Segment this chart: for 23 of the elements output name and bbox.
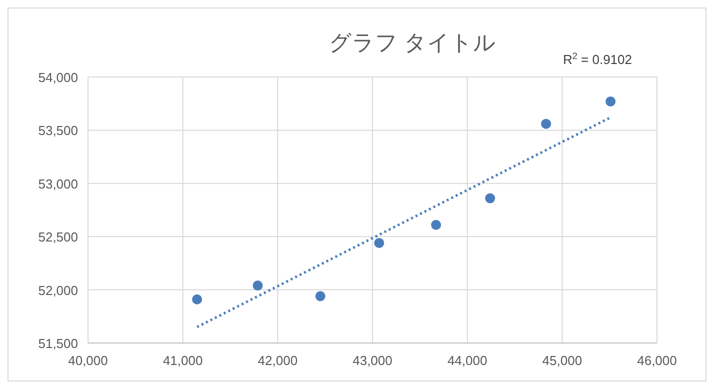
x-tick-label: 44,000: [447, 353, 488, 368]
y-tick-label: 54,000: [38, 70, 78, 85]
y-tick-label: 52,500: [38, 230, 78, 245]
x-tick-label: 45,000: [542, 353, 582, 368]
point: [431, 220, 442, 230]
text: R$^{2}$ = 0.9102: [562, 51, 632, 67]
point: [485, 193, 496, 204]
y-tick-label: 52,000: [38, 282, 78, 298]
point: [315, 291, 326, 302]
point: [192, 294, 202, 304]
y-tick-label: 53,500: [38, 123, 78, 138]
y-tick-label: 51,500: [38, 336, 78, 351]
point: [374, 238, 384, 248]
x-tick-label: 40,000: [68, 353, 108, 368]
point: [252, 280, 263, 291]
chart-title: グラフ タイトル: [328, 30, 496, 55]
x-tick-label: 43,000: [352, 353, 392, 368]
x-tick-label: 46,000: [637, 353, 677, 368]
point: [606, 96, 616, 106]
x-tick-label: 41,000: [162, 353, 203, 368]
x-tick-label: 42,000: [258, 353, 298, 368]
y-tick-label: 53,000: [38, 176, 78, 192]
point: [541, 118, 552, 129]
